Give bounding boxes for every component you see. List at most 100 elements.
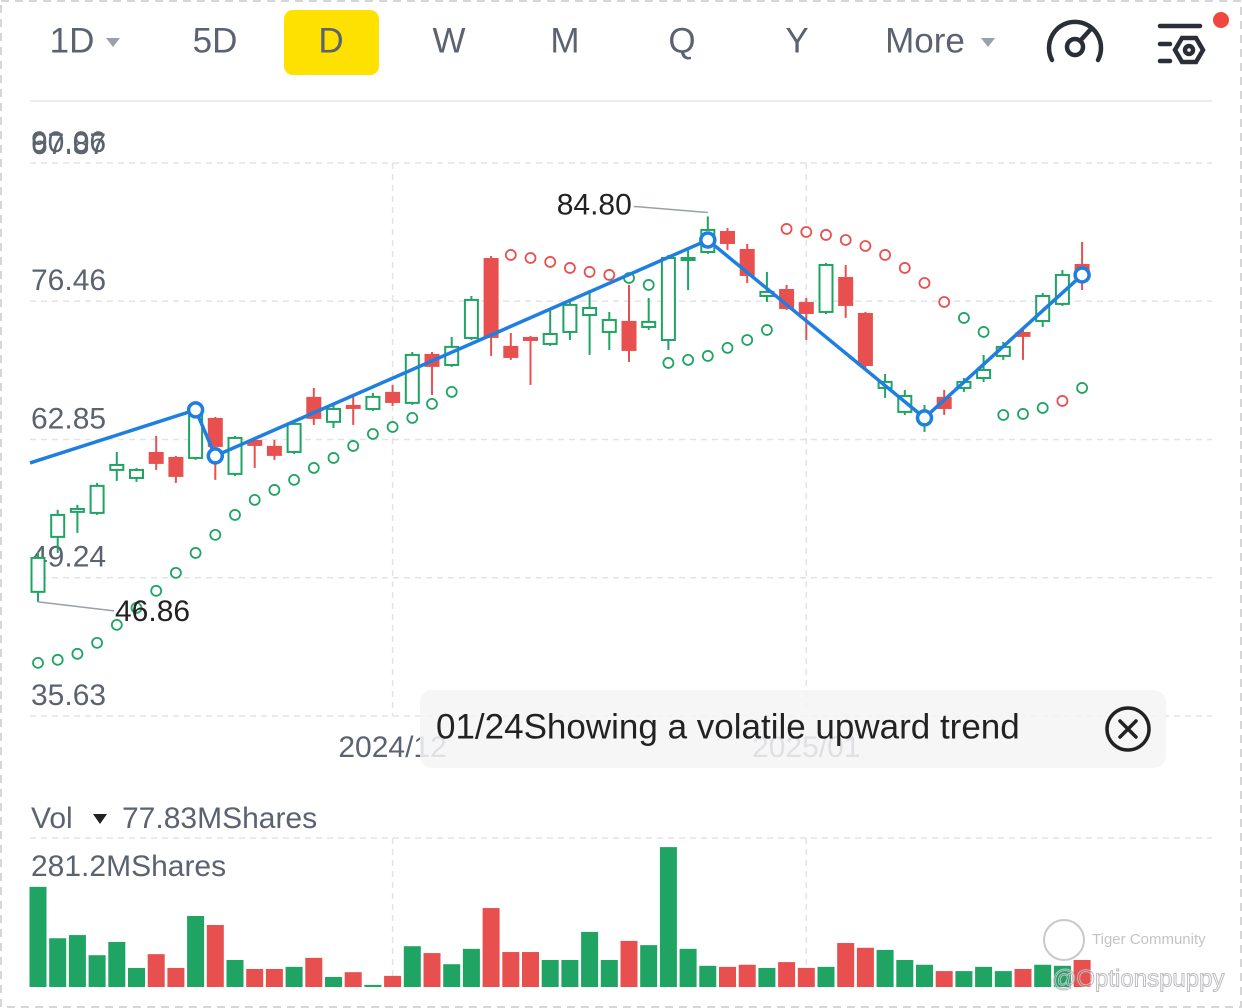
volume-bar — [49, 938, 67, 987]
volume-bar — [305, 957, 323, 987]
candle-body — [129, 468, 144, 479]
price-label: 67.87 — [31, 128, 106, 161]
watermark: @Optionspuppy — [1052, 965, 1224, 992]
candle-body — [109, 463, 125, 471]
close-icon[interactable] — [1105, 706, 1151, 752]
candle-body — [641, 320, 657, 328]
volume-bar — [265, 968, 283, 987]
volume-bar — [128, 967, 145, 987]
tab[interactable]: 1D — [50, 21, 95, 60]
candle-body — [168, 456, 184, 477]
dropdown-arrow — [981, 38, 995, 47]
sar-dot — [366, 428, 379, 440]
volume-bar — [640, 945, 658, 987]
candle-body — [857, 312, 873, 366]
indicator-icon[interactable] — [1046, 19, 1104, 63]
candle-body — [798, 302, 814, 314]
candle-body — [365, 395, 381, 410]
volume-bar — [443, 964, 461, 987]
tab[interactable]: M — [550, 21, 579, 60]
watermark: Tiger Community — [1092, 931, 1206, 948]
sar-dot — [879, 249, 891, 261]
sar-dot — [938, 296, 951, 308]
candle-body — [227, 436, 243, 475]
tab[interactable]: Y — [785, 21, 808, 60]
notification-dot — [1213, 12, 1229, 28]
sar-dot — [386, 421, 399, 433]
sar-dot — [918, 277, 931, 289]
sar-dot — [51, 653, 64, 666]
volume-current: 77.83MShares — [122, 802, 317, 835]
volume-bar — [403, 946, 421, 987]
tab[interactable]: 5D — [193, 21, 238, 60]
trend-point — [206, 447, 225, 465]
sar-dot — [229, 509, 241, 521]
y-tick-label: 90.06 — [31, 126, 106, 159]
volume-bar — [364, 984, 382, 987]
tooltip-box — [420, 690, 1166, 768]
volume-bar — [206, 925, 224, 987]
candle-body — [562, 303, 578, 333]
volume-bar — [285, 966, 303, 987]
sar-dot — [662, 357, 675, 369]
sar-dot — [91, 636, 103, 649]
sar-dot — [800, 226, 813, 238]
y-tick-label: 76.46 — [31, 264, 106, 297]
close-icon[interactable] — [1118, 719, 1138, 739]
candle-body — [838, 277, 854, 306]
volume-bar — [187, 915, 205, 987]
tab[interactable]: W — [432, 21, 465, 60]
volume-bar — [620, 940, 638, 987]
settings-icon[interactable] — [1157, 23, 1206, 65]
tab[interactable]: More — [885, 21, 965, 60]
tab-bar: 1D 5D D W M Q Y More — [50, 10, 965, 75]
volume-bar — [325, 976, 342, 987]
watermark-logo — [1043, 919, 1085, 961]
candle-body — [680, 256, 696, 261]
sar-dot — [721, 342, 734, 354]
volume-bar — [423, 953, 441, 987]
trend-point — [1073, 266, 1091, 284]
sar-dot — [248, 494, 261, 506]
price-chart: 35.6349.2462.8576.4690.0667.872024/12202… — [29, 126, 1212, 764]
volume-bar — [994, 971, 1012, 987]
candle-body — [345, 404, 361, 409]
sar-dot — [71, 647, 84, 660]
sar-dot — [32, 656, 44, 669]
volume-bar — [758, 967, 776, 987]
sar-dot — [288, 473, 301, 486]
volume-bar — [856, 947, 874, 987]
sar-dot — [268, 484, 281, 496]
sar-dot — [169, 566, 182, 579]
volume-bar — [1053, 965, 1071, 987]
candle-body — [976, 368, 992, 379]
volume-tick-label: 281.2MShares — [31, 850, 226, 883]
volume-chart: Vol 77.83MShares 281.2MShares — [29, 802, 1212, 987]
tab[interactable]: Q — [668, 21, 695, 60]
volume-bar — [1014, 968, 1032, 987]
volume-bar — [955, 971, 973, 987]
sar-dot — [504, 249, 517, 261]
sar-dot — [701, 350, 714, 362]
sar-dot — [977, 326, 990, 338]
sar-dot — [682, 353, 694, 366]
candle-body — [148, 451, 164, 464]
volume-bar — [502, 952, 520, 987]
candle-body — [326, 407, 341, 423]
sar-dot — [150, 584, 163, 597]
sar-dot — [603, 269, 616, 281]
candle-body — [69, 507, 85, 513]
y-tick-label: 62.85 — [31, 402, 106, 435]
sar-dot — [820, 229, 832, 241]
candle-body — [463, 298, 479, 339]
sar-dot — [1017, 408, 1029, 420]
tooltip-text: 01/24Showing a volatile upward trend — [436, 707, 1020, 746]
dropdown-arrow — [106, 38, 120, 47]
sar-dot — [839, 234, 852, 246]
volume-dropdown[interactable] — [93, 814, 107, 824]
sar-dot — [898, 262, 911, 274]
tab[interactable]: D — [318, 21, 343, 60]
sar-dot — [1076, 382, 1088, 394]
close-button[interactable] — [1105, 706, 1151, 752]
sar-dot — [524, 252, 537, 264]
